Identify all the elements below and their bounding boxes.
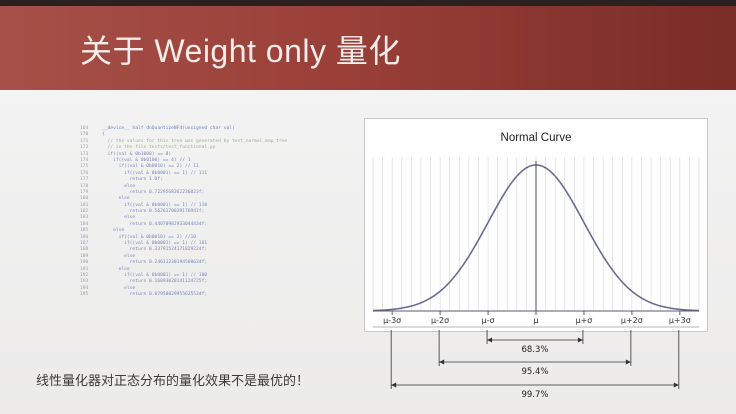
code-line-text: if((val & 0b0001) == 1) // 100	[102, 272, 208, 278]
code-line: 183 else	[80, 215, 340, 221]
code-line-text: else	[102, 285, 136, 291]
code-line: 172 // in the file tests/test_functional…	[80, 145, 340, 151]
code-line: 175 if((val & 0b0010) == 2) // 11	[80, 164, 340, 170]
code-line-text: else	[102, 253, 136, 259]
code-line-number: 183	[80, 215, 89, 221]
code-line: 191 else	[80, 267, 340, 273]
code-line-number: 179	[80, 189, 89, 195]
code-line: 164 __device__ half dnQuantizeNF4(unsigne…	[80, 126, 340, 132]
code-line-number: 192	[80, 272, 89, 278]
code-line-text: if((val & 0b1000) == 8)	[102, 151, 172, 157]
code-line-number: 185	[80, 228, 89, 234]
code-line-text: if((val & 0b0001) == 1) // 101	[102, 241, 208, 247]
code-line: 178 else	[80, 184, 340, 190]
x-tick-label: μ+2σ	[621, 316, 643, 325]
x-tick-label: μ-3σ	[383, 316, 401, 325]
code-line: 182 return 0.5626170039176941f;	[80, 209, 340, 215]
code-line-text: if((val & 0b0010) == 2) // 11	[102, 164, 199, 170]
code-line-number: 194	[80, 285, 89, 291]
code-line-number: 195	[80, 292, 89, 298]
code-line-text: return 0.24611230194568634f;	[102, 260, 208, 266]
code-line-text: return 0.33791524171829224f;	[102, 247, 208, 253]
x-tick-label: μ-σ	[482, 316, 495, 325]
code-line-number: 184	[80, 221, 89, 227]
code-line-text: return 0.44070982933044434f;	[102, 221, 208, 227]
code-line: 185 else	[80, 228, 340, 234]
code-snippet: 164 __device__ half dnQuantizeNF4(unsigne…	[80, 126, 340, 366]
code-line-text: if((val & 0b0001) == 1) // 110	[102, 202, 208, 208]
code-line-number: 191	[80, 266, 89, 272]
code-line: 194 else	[80, 286, 340, 292]
code-line-text: if((val & 0b0100) == 4) // 1	[102, 157, 191, 163]
code-line-text: return 0.07958029955625534f;	[102, 292, 208, 298]
code-line-number: 190	[80, 260, 89, 266]
code-line: 190 return 0.24611230194568634f;	[80, 260, 340, 266]
code-line-text: // the values for this tree was generate…	[102, 138, 288, 144]
code-line-text: return 1.0f;	[102, 177, 163, 183]
code-line: 176 if((val & 0b0001) == 1) // 111	[80, 171, 340, 177]
code-line: 192 if((val & 0b0001) == 1) // 100	[80, 273, 340, 279]
code-line-number: 176	[80, 170, 89, 176]
code-line-number: 188	[80, 247, 89, 253]
code-line: 184 return 0.44070982933044434f;	[80, 222, 340, 228]
code-line-number: 164	[80, 126, 89, 131]
code-line-text: {	[102, 132, 105, 138]
slide-caption: 线性量化器对正态分布的量化效果不是最优的！	[36, 374, 310, 389]
chart-title: Normal Curve	[501, 132, 572, 144]
code-line-text: __device__ half dnQuantizeNF4(unsigned c…	[102, 126, 235, 131]
code-line-text: if((val & 0b0010) == 2) //10	[102, 234, 197, 240]
code-line-number: 171	[80, 138, 89, 144]
code-line-number: 178	[80, 183, 89, 189]
code-line-number: 186	[80, 234, 89, 240]
x-tick-label: μ-2σ	[431, 316, 449, 325]
code-line: 186 if((val & 0b0010) == 2) //10	[80, 235, 340, 241]
x-tick-label: μ+3σ	[669, 316, 691, 325]
code-line: 193 return 0.16093020141124725f;	[80, 279, 340, 285]
code-line-number: 189	[80, 253, 89, 259]
x-tick-label: μ	[533, 316, 538, 325]
code-line-text: return 0.7229568362236023f;	[102, 189, 205, 195]
code-line-number: 174	[80, 157, 89, 163]
code-line: 189 else	[80, 254, 340, 260]
code-line-text: else	[102, 196, 130, 202]
code-line-text: // in the file tests/test_functional.py	[102, 145, 216, 151]
code-line: 195 return 0.07958029955625534f;	[80, 292, 340, 298]
code-line: 179 return 0.7229568362236023f;	[80, 190, 340, 196]
code-line: 187 if((val & 0b0001) == 1) // 101	[80, 241, 340, 247]
code-line: 188 return 0.33791524171829224f;	[80, 247, 340, 253]
slide-title: 关于 Weight only 量化	[80, 33, 401, 69]
code-line: 177 return 1.0f;	[80, 177, 340, 183]
code-line: 171 // the values for this tree was gene…	[80, 139, 340, 145]
code-line-number: 180	[80, 196, 89, 202]
code-line: 170 {	[80, 132, 340, 138]
code-line-number: 173	[80, 151, 89, 157]
code-line-text: return 0.5626170039176941f;	[102, 209, 205, 215]
code-line-text: else	[102, 266, 130, 272]
code-line-number: 181	[80, 202, 89, 208]
code-line-number: 193	[80, 279, 89, 285]
code-line-text: return 0.16093020141124725f;	[102, 279, 208, 285]
code-line-text: else	[102, 228, 125, 234]
code-line-number: 182	[80, 209, 89, 215]
code-line: 173 if((val & 0b1000) == 8)	[80, 152, 340, 158]
code-line-text: if((val & 0b0001) == 1) // 111	[102, 170, 208, 176]
normal-curve-figure: Normal Curve μ-3σ μ-2σ μ-σ μ μ+σ μ+2σ μ+3σ	[364, 118, 708, 332]
code-line-number: 170	[80, 132, 89, 138]
code-line-text: else	[102, 183, 136, 189]
code-line: 181 if((val & 0b0001) == 1) // 110	[80, 203, 340, 209]
x-tick-label: μ+σ	[576, 316, 593, 325]
top-edge-strip	[0, 0, 736, 6]
code-line: 180 else	[80, 196, 340, 202]
code-line-number: 177	[80, 177, 89, 183]
code-line-number: 187	[80, 241, 89, 247]
title-banner	[0, 6, 736, 90]
code-line-number: 175	[80, 164, 89, 170]
code-line: 174 if((val & 0b0100) == 4) // 1	[80, 158, 340, 164]
code-line-text: else	[102, 215, 136, 221]
code-line-number: 172	[80, 145, 89, 151]
normal-curve-chart: Normal Curve μ-3σ μ-2σ μ-σ μ μ+σ μ+2σ μ+3σ	[372, 132, 700, 328]
